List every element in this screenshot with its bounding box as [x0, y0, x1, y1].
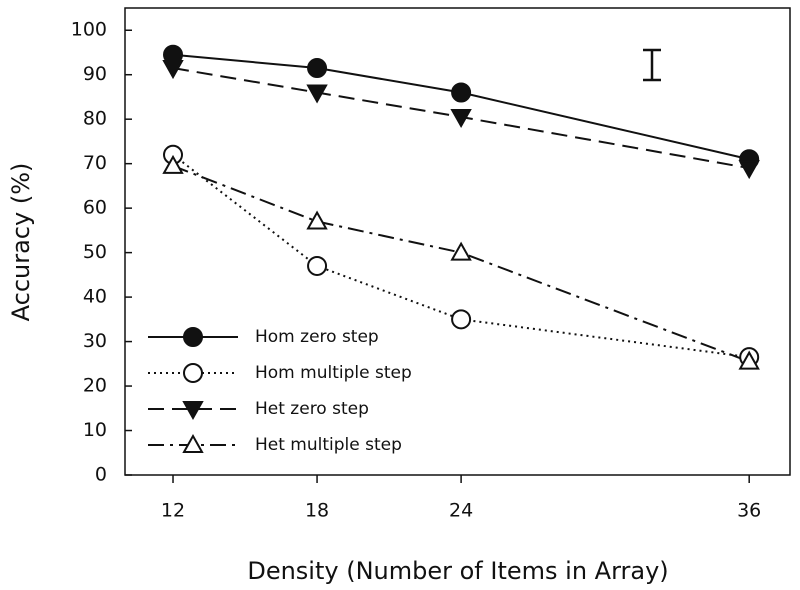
- data-point: [306, 84, 328, 104]
- x-tick-label: 36: [737, 500, 761, 522]
- y-tick-label: 90: [83, 63, 107, 85]
- data-point: [451, 309, 472, 330]
- data-point: [162, 154, 184, 174]
- data-point: [307, 58, 328, 79]
- data-point: [450, 108, 472, 129]
- legend-marker: [183, 327, 203, 347]
- legend-marker: [182, 433, 204, 453]
- y-axis-title: Accuracy (%): [7, 163, 35, 322]
- data-point: [307, 255, 328, 276]
- y-tick-label: 100: [71, 19, 107, 41]
- series-line: [172, 67, 750, 170]
- data-point: [306, 210, 328, 230]
- legend-text: Het zero step: [255, 399, 369, 419]
- legend-text: Het multiple step: [255, 435, 402, 455]
- y-tick-label: 10: [83, 419, 107, 441]
- data-point: [162, 60, 184, 80]
- x-tick-label: 18: [305, 500, 329, 522]
- y-tick-label: 0: [95, 464, 107, 486]
- y-tick-label: 50: [83, 241, 107, 263]
- y-tick-label: 60: [83, 197, 107, 219]
- data-point: [451, 82, 472, 103]
- data-point: [738, 160, 760, 180]
- series-line: [172, 153, 750, 359]
- legend-text: Hom multiple step: [255, 363, 412, 383]
- data-point: [450, 241, 472, 261]
- legend-marker: [183, 363, 203, 383]
- error-scale-bar: [643, 48, 661, 82]
- x-tick-label: 24: [449, 500, 473, 522]
- legend-text: Hom zero step: [255, 327, 379, 347]
- y-tick-label: 80: [83, 108, 107, 130]
- y-tick-label: 40: [83, 286, 107, 308]
- series-line: [172, 53, 750, 161]
- y-tick-label: 30: [83, 330, 107, 352]
- y-tick-label: 70: [83, 152, 107, 174]
- x-tick-label: 12: [161, 500, 185, 522]
- x-axis-title: Density (Number of Items in Array): [247, 557, 668, 585]
- plot-frame: [124, 7, 791, 476]
- y-tick-label: 20: [83, 375, 107, 397]
- legend-marker: [182, 401, 204, 421]
- data-point: [738, 350, 760, 370]
- series-line: [172, 164, 750, 363]
